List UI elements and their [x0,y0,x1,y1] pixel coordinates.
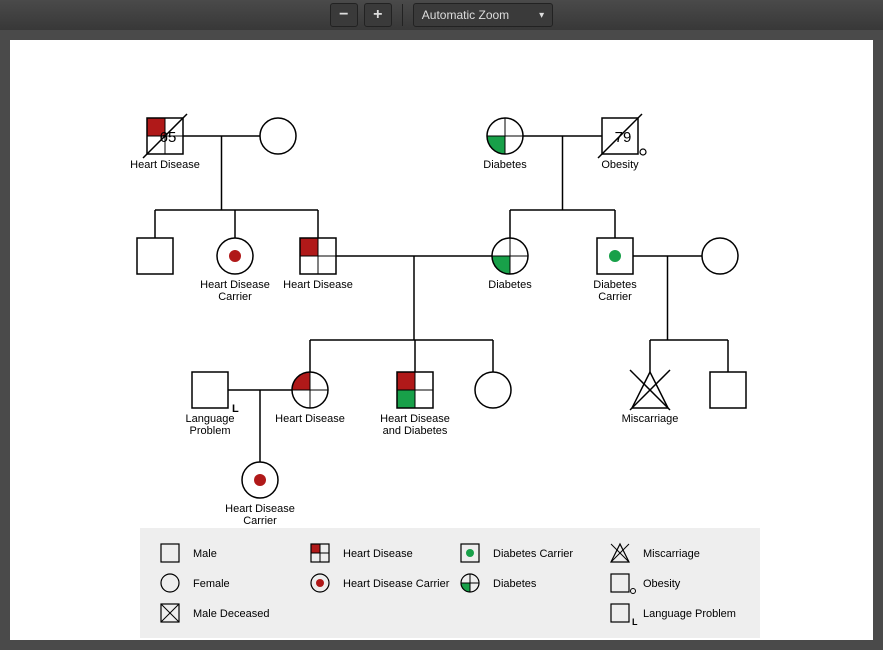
pdf-viewer: − + Automatic Zoom ▾ 65 Heart Disease Diab… [0,0,883,650]
svg-text:Carrier: Carrier [218,291,252,303]
svg-text:Diabetes: Diabetes [483,159,527,171]
svg-text:Obesity: Obesity [601,159,639,171]
legend: Male Female Male Deceased Heart Disease Hear… [140,528,760,638]
svg-text:Carrier: Carrier [598,291,632,303]
chevron-down-icon: ▾ [539,10,544,21]
svg-text:65: 65 [160,129,177,146]
zoom-out-button[interactable]: − [330,3,358,27]
document-page: 65 Heart Disease Diabetes 79 Obesity Heart Di… [10,40,873,640]
pedigree-diagram: 65 Heart Disease Diabetes 79 Obesity Heart Di… [10,40,873,640]
svg-text:Problem: Problem [190,425,231,437]
legend-label: Heart Disease Carrier [343,578,450,590]
svg-text:Miscarriage: Miscarriage [622,413,679,425]
toolbar: − + Automatic Zoom ▾ [0,0,883,30]
zoom-in-button[interactable]: + [364,3,392,27]
node-g3d [475,372,511,408]
legend-label: Obesity [643,578,681,590]
svg-text:79: 79 [615,129,632,146]
legend-label: Female [193,578,230,590]
svg-text:and Diabetes: and Diabetes [383,425,448,437]
node-g2b: Heart DiseaseCarrier [200,238,270,303]
zoom-select[interactable]: Automatic Zoom ▾ [413,3,553,27]
node-g1d: 79 Obesity [598,114,646,171]
node-g2f [702,238,738,274]
svg-text:Heart Disease: Heart Disease [200,279,270,291]
svg-text:Heart Disease: Heart Disease [225,503,295,515]
svg-text:Heart Disease: Heart Disease [275,413,345,425]
node-g2d: Diabetes [488,238,532,291]
node-g2a [137,238,173,274]
legend-label: Miscarriage [643,548,700,560]
node-g3e: Miscarriage [622,370,679,425]
node-g3a: LLanguageProblem [186,372,239,437]
node-g3c: Heart Diseaseand Diabetes [380,372,450,437]
legend-label: Heart Disease [343,548,413,560]
zoom-select-label: Automatic Zoom [422,8,509,22]
svg-text:Heart Disease: Heart Disease [380,413,450,425]
legend-label: Diabetes [493,578,537,590]
node-g1b [260,118,296,154]
node-g2e: DiabetesCarrier [593,238,637,303]
node-g2c: Heart Disease [283,238,353,291]
svg-text:Carrier: Carrier [243,515,277,527]
node-g3f [710,372,746,408]
svg-text:Diabetes: Diabetes [488,279,532,291]
legend-label: Male Deceased [193,608,269,620]
legend-label: Language Problem [643,608,736,620]
legend-label: Diabetes Carrier [493,548,573,560]
svg-text:Heart Disease: Heart Disease [130,159,200,171]
node-g4a: Heart DiseaseCarrier [225,462,295,527]
svg-text:Language: Language [186,413,235,425]
node-g1a: 65 Heart Disease [130,114,200,171]
svg-text:Heart Disease: Heart Disease [283,279,353,291]
toolbar-separator [402,4,403,26]
node-g1c: Diabetes [483,118,527,171]
svg-text:L: L [632,617,638,627]
node-g3b: Heart Disease [275,372,345,425]
legend-label: Male [193,548,217,560]
svg-text:Diabetes: Diabetes [593,279,637,291]
